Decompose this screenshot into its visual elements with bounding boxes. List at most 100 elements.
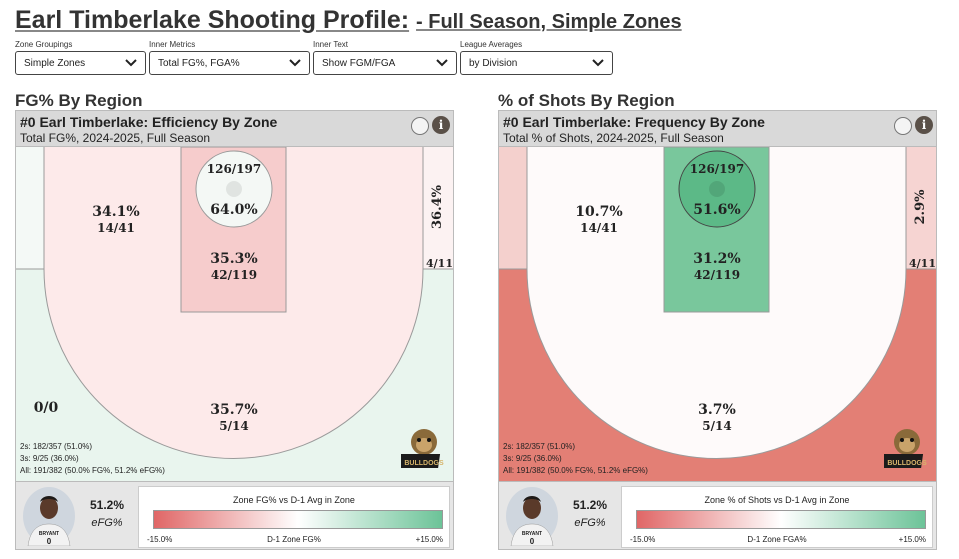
- right-pct: 36.4%: [430, 184, 445, 229]
- inner-text-control: Inner Text Show FGM/FGA: [313, 40, 457, 75]
- info-icon[interactable]: i: [432, 116, 450, 134]
- panel-header: #0 Earl Timberlake: Efficiency By Zone T…: [16, 111, 453, 147]
- efg-summary: 51.2% eFG%: [82, 498, 132, 529]
- svg-text:0: 0: [47, 537, 52, 546]
- svg-text:BRYANT: BRYANT: [39, 531, 59, 537]
- shot-stats: 2s: 182/357 (51.0%) 3s: 9/25 (36.0%) All…: [20, 441, 165, 477]
- toggle-circle-button[interactable]: [411, 117, 429, 135]
- three-pct: 35.7%: [210, 402, 257, 418]
- right-counts: 4/11: [909, 257, 936, 270]
- paint-counts: 42/119: [211, 268, 257, 282]
- inner-metrics-label: Inner Metrics: [149, 40, 196, 49]
- stat-twos: 2s: 182/357 (51.0%): [503, 442, 576, 451]
- mid-pct: 34.1%: [92, 204, 139, 220]
- legend-high: +15.0%: [898, 535, 926, 544]
- inner-text-value: Show FGM/FGA: [322, 57, 396, 69]
- svg-text:BRYANT: BRYANT: [522, 531, 542, 537]
- bulldogs-logo: BULLDOGS: [401, 429, 444, 468]
- zone-left-corner: [16, 147, 44, 269]
- panel-header: #0 Earl Timberlake: Frequency By Zone To…: [499, 111, 936, 147]
- efg-value: 51.2%: [572, 498, 608, 512]
- legend-title: Zone % of Shots vs D-1 Avg in Zone: [704, 495, 850, 505]
- stat-all: All: 191/382 (50.0% FG%, 51.2% eFG%): [503, 466, 648, 475]
- svg-text:BULLDOGS: BULLDOGS: [887, 460, 927, 467]
- shot-stats: 2s: 182/357 (51.0%) 3s: 9/25 (36.0%) All…: [503, 441, 648, 477]
- zone-rim: [679, 151, 755, 227]
- three-pct: 3.7%: [698, 402, 736, 418]
- color-legend: Zone FG% vs D-1 Avg in Zone -15.0% D-1 Z…: [138, 486, 450, 548]
- legend-gradient-bar: [153, 510, 443, 529]
- paint-counts: 42/119: [694, 268, 740, 282]
- stat-twos: 2s: 182/357 (51.0%): [20, 442, 93, 451]
- player-footer: BRYANT 0 51.2% eFG% Zone FG% vs D-1 Avg …: [16, 481, 453, 549]
- efficiency-panel: #0 Earl Timberlake: Efficiency By Zone T…: [15, 110, 454, 550]
- zone-groupings-select[interactable]: Simple Zones: [15, 51, 146, 75]
- right-pct: 2.9%: [913, 189, 928, 225]
- player-avatar: BRYANT 0: [506, 487, 558, 546]
- rim-pct: 51.6%: [693, 202, 740, 218]
- legend-mid: D-1 Zone FG%: [267, 535, 321, 544]
- svg-text:0: 0: [530, 537, 535, 546]
- panel-title: #0 Earl Timberlake: Frequency By Zone: [503, 114, 765, 130]
- league-averages-control: League Averages by Division: [460, 40, 613, 75]
- chevron-down-icon: [436, 59, 448, 67]
- chevron-down-icon: [592, 59, 604, 67]
- zone-rim: [196, 151, 272, 227]
- page-title-main: Earl Timberlake Shooting Profile:: [15, 6, 410, 34]
- zone-groupings-label: Zone Groupings: [15, 40, 73, 49]
- three-counts: 5/14: [219, 419, 248, 433]
- svg-text:BULLDOGS: BULLDOGS: [404, 460, 444, 467]
- rim-counts: 126/197: [690, 162, 744, 176]
- stat-all: All: 191/382 (50.0% FG%, 51.2% eFG%): [20, 466, 165, 475]
- zone-groupings-control: Zone Groupings Simple Zones: [15, 40, 146, 75]
- shot-chart: 126/197 51.6% 31.2% 42/119 10.7% 14/41 2…: [499, 147, 936, 481]
- page-title-sub: - Full Season, Simple Zones: [416, 11, 682, 33]
- color-legend: Zone % of Shots vs D-1 Avg in Zone -15.0…: [621, 486, 933, 548]
- efg-label: eFG%: [91, 517, 123, 529]
- section-title-fg: FG% By Region: [15, 91, 143, 110]
- inner-metrics-control: Inner Metrics Total FG%, FGA%: [149, 40, 310, 75]
- info-icon[interactable]: i: [915, 116, 933, 134]
- corner-left-counts: 0/0: [34, 400, 59, 416]
- paint-pct: 31.2%: [693, 251, 740, 267]
- chevron-down-icon: [125, 59, 137, 67]
- league-averages-label: League Averages: [460, 40, 523, 49]
- page-title: Earl Timberlake Shooting Profile: - Full…: [15, 6, 682, 35]
- efg-label: eFG%: [574, 517, 606, 529]
- efg-value: 51.2%: [89, 498, 125, 512]
- inner-text-select[interactable]: Show FGM/FGA: [313, 51, 457, 75]
- stat-threes: 3s: 9/25 (36.0%): [20, 454, 79, 463]
- three-counts: 5/14: [702, 419, 731, 433]
- panel-subtitle: Total % of Shots, 2024-2025, Full Season: [503, 131, 724, 145]
- panel-title: #0 Earl Timberlake: Efficiency By Zone: [20, 114, 278, 130]
- stat-threes: 3s: 9/25 (36.0%): [503, 454, 562, 463]
- mid-counts: 14/41: [97, 221, 135, 235]
- zone-right-corner: [423, 147, 453, 269]
- league-averages-value: by Division: [469, 57, 518, 69]
- bulldogs-logo: BULLDOGS: [884, 429, 927, 468]
- efg-summary: 51.2% eFG%: [565, 498, 615, 529]
- paint-pct: 35.3%: [210, 251, 257, 267]
- panel-subtitle: Total FG%, 2024-2025, Full Season: [20, 131, 211, 145]
- chevron-down-icon: [289, 59, 301, 67]
- right-counts: 4/11: [426, 257, 453, 270]
- mid-pct: 10.7%: [575, 204, 622, 220]
- shot-chart: 126/197 64.0% 35.3% 42/119 34.1% 14/41 3…: [16, 147, 453, 481]
- legend-gradient-bar: [636, 510, 926, 529]
- frequency-panel: #0 Earl Timberlake: Frequency By Zone To…: [498, 110, 937, 550]
- legend-mid: D-1 Zone FGA%: [747, 535, 807, 544]
- toggle-circle-button[interactable]: [894, 117, 912, 135]
- player-avatar: BRYANT 0: [23, 487, 75, 546]
- player-footer: BRYANT 0 51.2% eFG% Zone % of Shots vs D…: [499, 481, 936, 549]
- section-title-shots: % of Shots By Region: [498, 91, 675, 110]
- legend-title: Zone FG% vs D-1 Avg in Zone: [233, 495, 355, 505]
- zone-right-corner: [906, 147, 936, 269]
- legend-low: -15.0%: [630, 535, 656, 544]
- inner-text-label: Inner Text: [313, 40, 348, 49]
- inner-metrics-value: Total FG%, FGA%: [158, 57, 240, 69]
- legend-high: +15.0%: [415, 535, 443, 544]
- legend-low: -15.0%: [147, 535, 173, 544]
- zone-left-corner: [499, 147, 527, 269]
- inner-metrics-select[interactable]: Total FG%, FGA%: [149, 51, 310, 75]
- league-averages-select[interactable]: by Division: [460, 51, 613, 75]
